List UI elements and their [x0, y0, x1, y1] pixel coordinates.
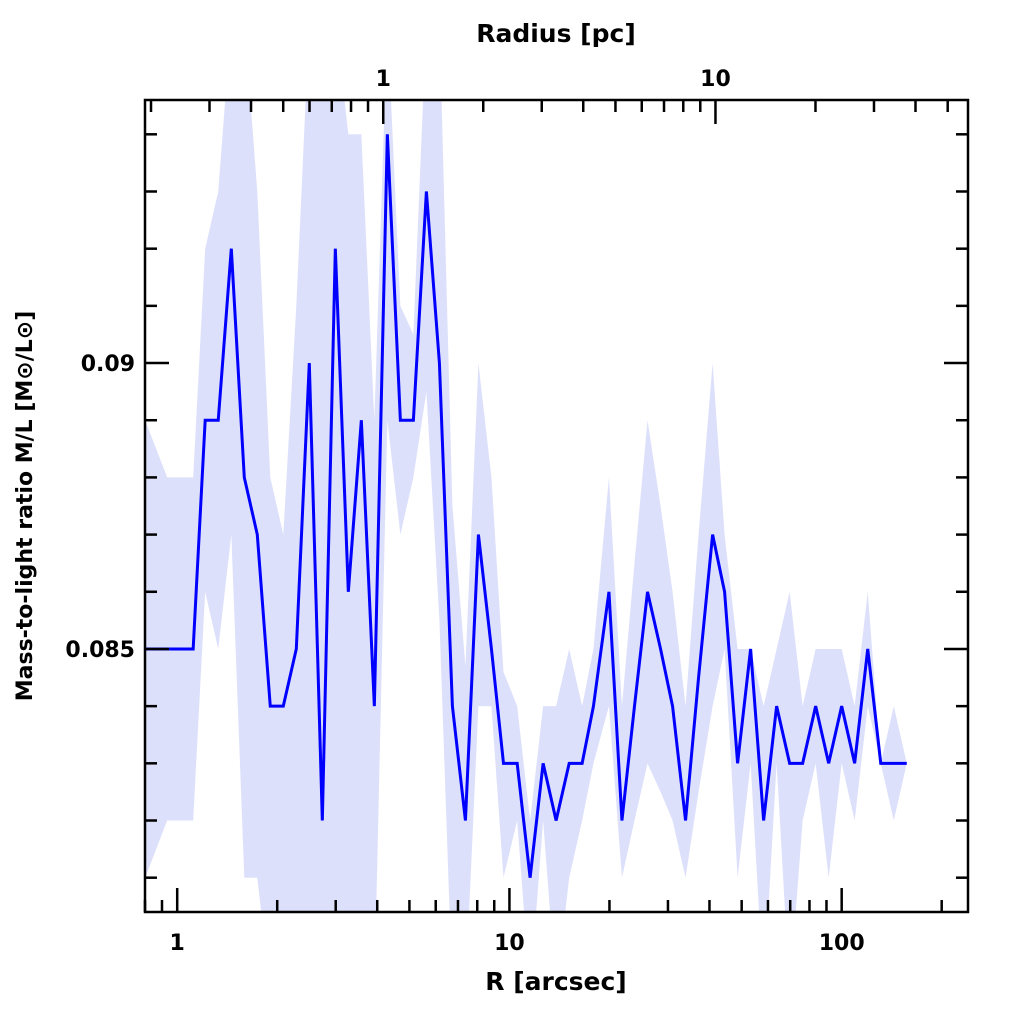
plot-frame [143, 98, 970, 914]
ml-profile-line [145, 134, 907, 878]
x-tick-label: 10 [494, 931, 525, 956]
x-tick-label: 100 [819, 931, 865, 956]
x-tick-label: 1 [170, 931, 185, 956]
y-tick-label: 0.09 [81, 352, 135, 377]
top-tick-label: 1 [376, 67, 391, 92]
y-tick-label: 0.085 [65, 638, 135, 663]
top-tick-label: 10 [700, 67, 731, 92]
top-axis-label: Radius [pc] [476, 19, 636, 48]
x-axis-label: R [arcsec] [485, 967, 626, 996]
y-axis-label: Mass-to-light ratio M/L [M⊙/L⊙] [13, 311, 38, 702]
